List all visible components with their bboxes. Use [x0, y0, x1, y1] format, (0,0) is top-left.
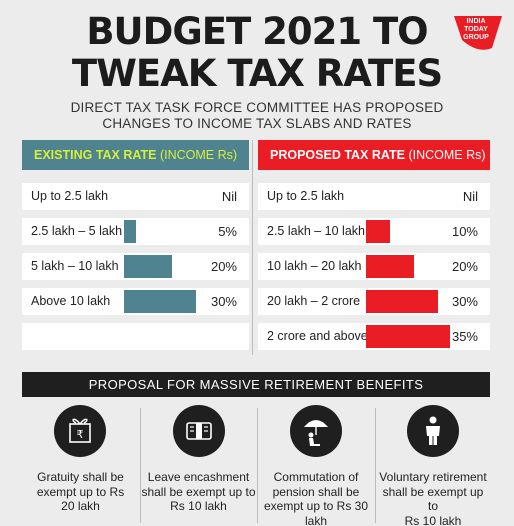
proposed-row: 20 lakh – 2 crore 30% [258, 288, 490, 315]
rate-bar [124, 255, 172, 278]
cash-bundle-icon [173, 405, 225, 457]
proposed-header-unit: (INCOME Rs) [404, 148, 486, 162]
slab-label: 2 crore and above [267, 329, 368, 343]
proposed-row: 10 lakh – 20 lakh 20% [258, 253, 490, 280]
benefit-line: Rs 10 lakh [404, 513, 462, 526]
existing-row: Above 10 lakh 30% [22, 288, 249, 315]
india-today-logo [454, 16, 502, 50]
logo-text: INDIA TODAY GROUP [459, 18, 493, 42]
benefit-leave-encashment: Leave encashment shall be exempt up to R… [141, 403, 256, 526]
headline-line-1: BUDGET 2021 TO [86, 10, 428, 53]
slab-label: 20 lakh – 2 crore [267, 294, 361, 308]
rate-value: Nil [221, 189, 237, 204]
rate-value: 30% [451, 294, 478, 309]
existing-header-unit: (INCOME Rs) [156, 148, 238, 162]
umbrella-person-icon [290, 405, 342, 457]
rate-value: 30% [210, 294, 237, 309]
rate-bar [366, 255, 414, 278]
slab-label: Up to 2.5 lakh [31, 189, 109, 203]
rate-value: 10% [451, 224, 478, 239]
existing-tax-header: EXISTING TAX RATE (INCOME Rs) [22, 140, 249, 170]
slab-label: Above 10 lakh [31, 294, 111, 308]
benefit-text: Leave encashment shall be exempt up to R… [141, 470, 256, 514]
logo-line-1: INDIA [466, 18, 486, 25]
slab-label: 10 lakh – 20 lakh [267, 259, 362, 273]
benefit-line: Leave encashment [147, 470, 250, 484]
benefit-separator [257, 408, 258, 523]
benefit-line: Gratuity shall be [37, 470, 124, 484]
benefit-voluntary-retirement: Voluntary retirement shall be exempt up … [376, 403, 490, 526]
proposed-row: 2.5 lakh – 10 lakh 10% [258, 218, 490, 245]
benefit-text: Commutation of pension shall be exempt u… [258, 470, 374, 526]
benefit-line: lakh [304, 513, 327, 526]
proposed-header-bold: PROPOSED TAX RATE [270, 148, 405, 162]
rate-bar [124, 290, 196, 313]
slab-label: 2.5 lakh – 10 lakh [267, 224, 365, 238]
benefit-line: shall be exempt up to [382, 484, 484, 514]
benefit-pension-commutation: Commutation of pension shall be exempt u… [258, 403, 374, 526]
rate-value: Nil [462, 189, 478, 204]
rate-value: 20% [451, 259, 478, 274]
person-standing-icon [407, 405, 459, 457]
proposed-row: Up to 2.5 lakh Nil [258, 183, 490, 210]
existing-row: Up to 2.5 lakh Nil [22, 183, 249, 210]
headline-line-2: TWEAK TAX RATES [71, 52, 443, 95]
rupee-gift-icon: ₹ [54, 405, 106, 457]
logo-line-3: GROUP [463, 34, 489, 41]
rate-bar [124, 220, 136, 243]
logo-line-2: TODAY [464, 26, 488, 33]
retirement-heading: PROPOSAL FOR MASSIVE RETIREMENT BENEFITS [22, 372, 490, 397]
benefit-text: Voluntary retirement shall be exempt up … [376, 470, 490, 526]
rate-value: 20% [210, 259, 237, 274]
proposed-tax-header: PROPOSED TAX RATE (INCOME Rs) [258, 140, 490, 170]
rate-bar [366, 220, 390, 243]
rate-bar [366, 325, 450, 348]
benefit-separator [375, 408, 376, 523]
benefit-line: Voluntary retirement [379, 470, 487, 484]
proposed-row: 2 crore and above 35% [258, 323, 490, 350]
rate-value: 35% [451, 329, 478, 344]
benefit-line: exempt up to Rs 30 [263, 499, 369, 513]
existing-row-empty [22, 323, 249, 350]
benefit-line: Rs 10 lakh [170, 499, 227, 513]
rate-value: 5% [218, 224, 237, 239]
benefit-gratuity: ₹ Gratuity shall be exempt up to Rs 20 l… [22, 403, 139, 526]
benefit-line: 20 lakh [61, 499, 100, 513]
benefit-text: Gratuity shall be exempt up to Rs 20 lak… [22, 470, 139, 514]
benefit-line: pension shall be [272, 484, 360, 499]
column-divider [252, 140, 253, 355]
subtitle-line-2: CHANGES TO INCOME TAX SLABS AND RATES [102, 116, 412, 131]
rate-bar [366, 290, 438, 313]
slab-label: 5 lakh – 10 lakh [31, 259, 119, 273]
svg-text:₹: ₹ [77, 428, 84, 441]
slab-label: 2.5 lakh – 5 lakh [31, 224, 123, 238]
existing-header-bold: EXISTING TAX RATE [34, 148, 157, 162]
benefit-separator [140, 408, 141, 523]
benefit-line: shall be exempt up to [141, 484, 256, 499]
benefit-line: exempt up to Rs [36, 484, 125, 499]
subtitle-line-1: DIRECT TAX TASK FORCE COMMITTEE HAS PROP… [70, 100, 444, 115]
slab-label: Up to 2.5 lakh [267, 189, 345, 203]
existing-row: 5 lakh – 10 lakh 20% [22, 253, 249, 280]
existing-row: 2.5 lakh – 5 lakh 5% [22, 218, 249, 245]
benefit-line: Commutation of [273, 470, 359, 484]
